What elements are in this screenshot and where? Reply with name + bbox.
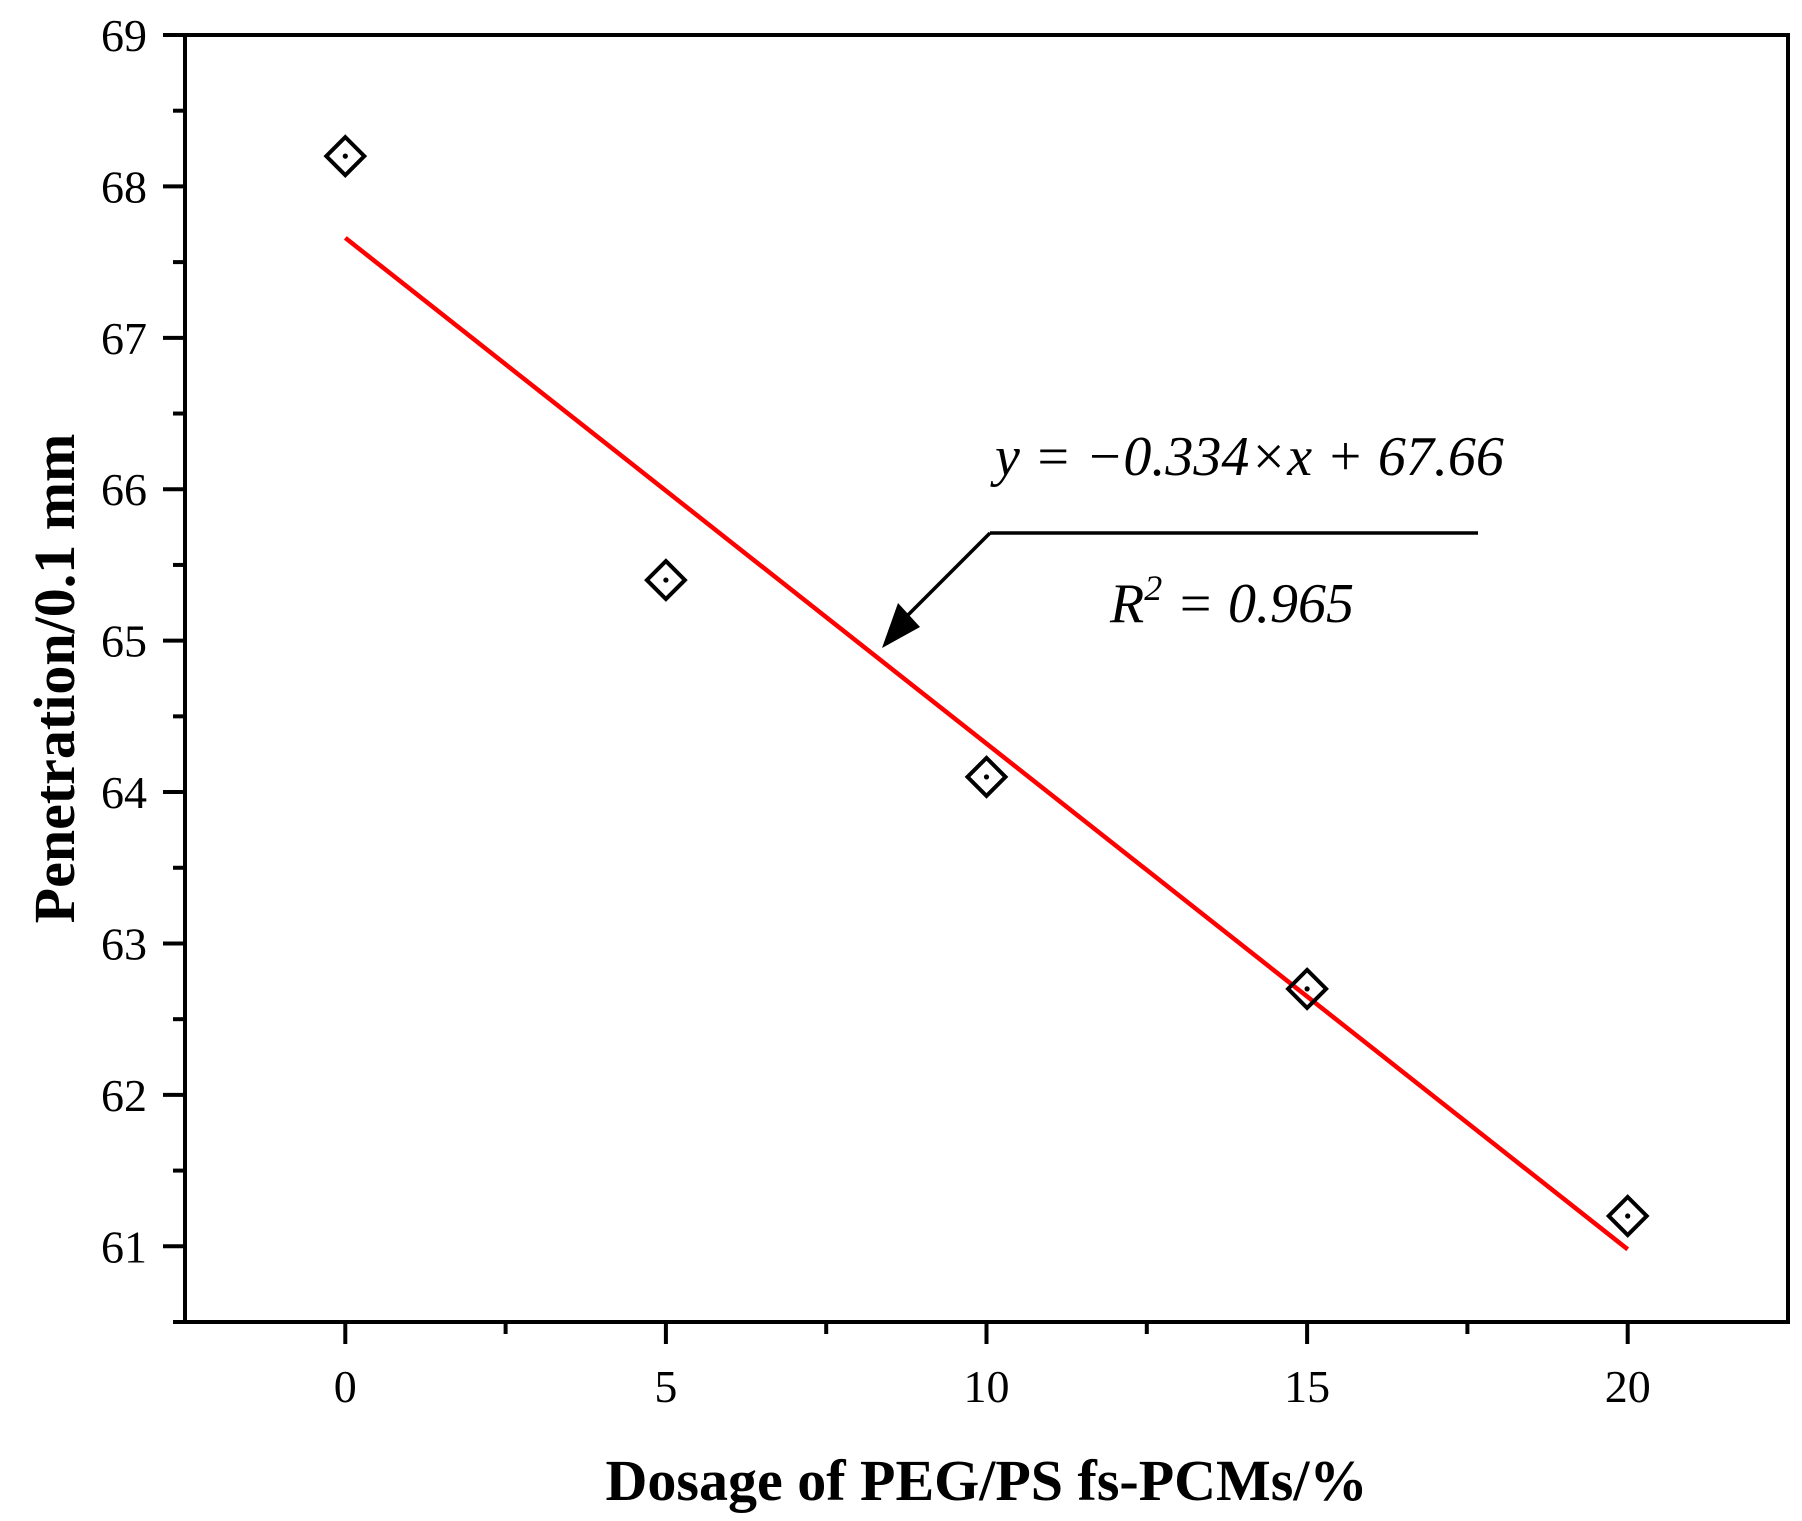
r-squared-superscript: 2 [1144, 568, 1162, 608]
arrowhead-icon [882, 603, 920, 648]
data-point [1605, 1194, 1650, 1238]
x-axis-title: Dosage of PEG/PS fs-PCMs/% [606, 1448, 1368, 1513]
plot-frame [183, 33, 1790, 1324]
diamond-marker [644, 558, 688, 602]
data-point [964, 755, 1009, 799]
x-tick-label: 10 [964, 1361, 1010, 1412]
y-tick-label: 69 [101, 10, 147, 61]
equation-label: y = −0.334×x + 67.66 [990, 426, 1504, 488]
diamond-marker [964, 755, 1009, 799]
y-tick-label: 64 [101, 767, 147, 818]
y-tick-label: 62 [101, 1070, 147, 1121]
fit-line [343, 236, 1630, 1252]
marker-center-dot [342, 153, 348, 159]
x-tick-label: 5 [654, 1361, 677, 1412]
annotation-leader-line [903, 531, 992, 620]
r-squared-label: R2 = 0.965 [1109, 568, 1354, 635]
y-tick-label: 65 [101, 616, 147, 667]
y-tick-label: 63 [101, 918, 147, 969]
data-point [644, 558, 688, 602]
data-point [323, 134, 368, 178]
y-tick-label: 67 [101, 313, 147, 364]
r-squared-value: = 0.965 [1162, 573, 1354, 635]
y-axis-title: Penetration/0.1 mm [22, 434, 87, 924]
diamond-marker [1605, 1194, 1650, 1238]
marker-center-dot [1304, 986, 1310, 992]
annotation-layer: y = −0.334×x + 67.66 R2 = 0.965 [882, 426, 1504, 648]
y-tick-label: 68 [101, 161, 147, 212]
points-layer [323, 134, 1650, 1238]
marker-center-dot [983, 774, 990, 780]
y-tick-label: 61 [101, 1221, 147, 1272]
x-tick-label: 20 [1605, 1361, 1651, 1412]
ticks-layer: 0 5 10 15 20 61 62 63 64 65 66 67 68 69 [101, 10, 1651, 1412]
data-point [1285, 967, 1329, 1011]
r-squared-symbol: R [1109, 573, 1144, 635]
diamond-marker [1285, 967, 1329, 1011]
x-tick-label: 0 [334, 1361, 357, 1412]
x-tick-label: 15 [1284, 1361, 1330, 1412]
y-tick-label: 66 [101, 464, 147, 515]
diamond-marker [323, 134, 368, 178]
marker-center-dot [663, 577, 669, 583]
marker-center-dot [1625, 1213, 1631, 1219]
fit-layer [343, 236, 1630, 1252]
